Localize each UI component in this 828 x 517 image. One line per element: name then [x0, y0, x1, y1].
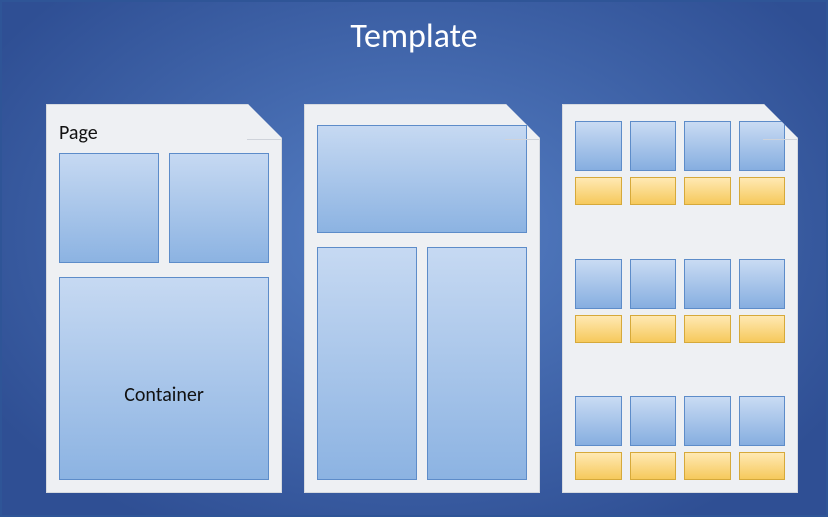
- container-label: Container: [60, 383, 268, 407]
- grid-cell-gold: [575, 452, 622, 480]
- grid-cell-blue: [684, 259, 731, 309]
- grid-cell-blue: [575, 259, 622, 309]
- grid-cell-blue: [575, 396, 622, 446]
- grid-cell-blue: [739, 396, 786, 446]
- page-label: Page: [59, 121, 269, 145]
- grid-row-gold: [575, 177, 785, 205]
- container-block-wide: [317, 125, 527, 233]
- page-3: [562, 104, 798, 493]
- grid-cell-gold: [630, 452, 677, 480]
- template-diagram: Template Page Container: [0, 0, 828, 517]
- grid-cell-blue: [630, 259, 677, 309]
- page-3-grid: [563, 105, 797, 492]
- grid-cell-gold: [684, 177, 731, 205]
- container-block: [59, 153, 159, 263]
- grid-cell-gold: [739, 315, 786, 343]
- grid-cell-gold: [630, 315, 677, 343]
- grid-row-gold: [575, 315, 785, 343]
- page-1: Page Container: [46, 104, 282, 493]
- grid-cell-blue: [630, 121, 677, 171]
- page-2: [304, 104, 540, 493]
- grid-group: [575, 121, 785, 205]
- grid-cell-gold: [739, 177, 786, 205]
- grid-cell-blue: [739, 121, 786, 171]
- grid-cell-gold: [575, 177, 622, 205]
- grid-cell-gold: [684, 315, 731, 343]
- page-2-bottom-row: [317, 247, 527, 480]
- grid-row-blue: [575, 396, 785, 446]
- page-1-top-row: [59, 153, 269, 263]
- stage-background: Template Page Container: [2, 2, 826, 515]
- grid-row-blue: [575, 121, 785, 171]
- container-block: [427, 247, 527, 480]
- container-block-large: Container: [59, 277, 269, 480]
- grid-group: [575, 259, 785, 343]
- grid-row-gold: [575, 452, 785, 480]
- container-block: [169, 153, 269, 263]
- grid-cell-blue: [575, 121, 622, 171]
- grid-row-blue: [575, 259, 785, 309]
- grid-cell-blue: [630, 396, 677, 446]
- grid-cell-gold: [739, 452, 786, 480]
- grid-cell-blue: [684, 396, 731, 446]
- grid-cell-gold: [684, 452, 731, 480]
- grid-cell-gold: [575, 315, 622, 343]
- grid-group: [575, 396, 785, 480]
- grid-cell-blue: [684, 121, 731, 171]
- pages-row: Page Container: [46, 104, 798, 493]
- grid-cell-gold: [630, 177, 677, 205]
- diagram-title: Template: [2, 16, 826, 57]
- grid-cell-blue: [739, 259, 786, 309]
- container-block: [317, 247, 417, 480]
